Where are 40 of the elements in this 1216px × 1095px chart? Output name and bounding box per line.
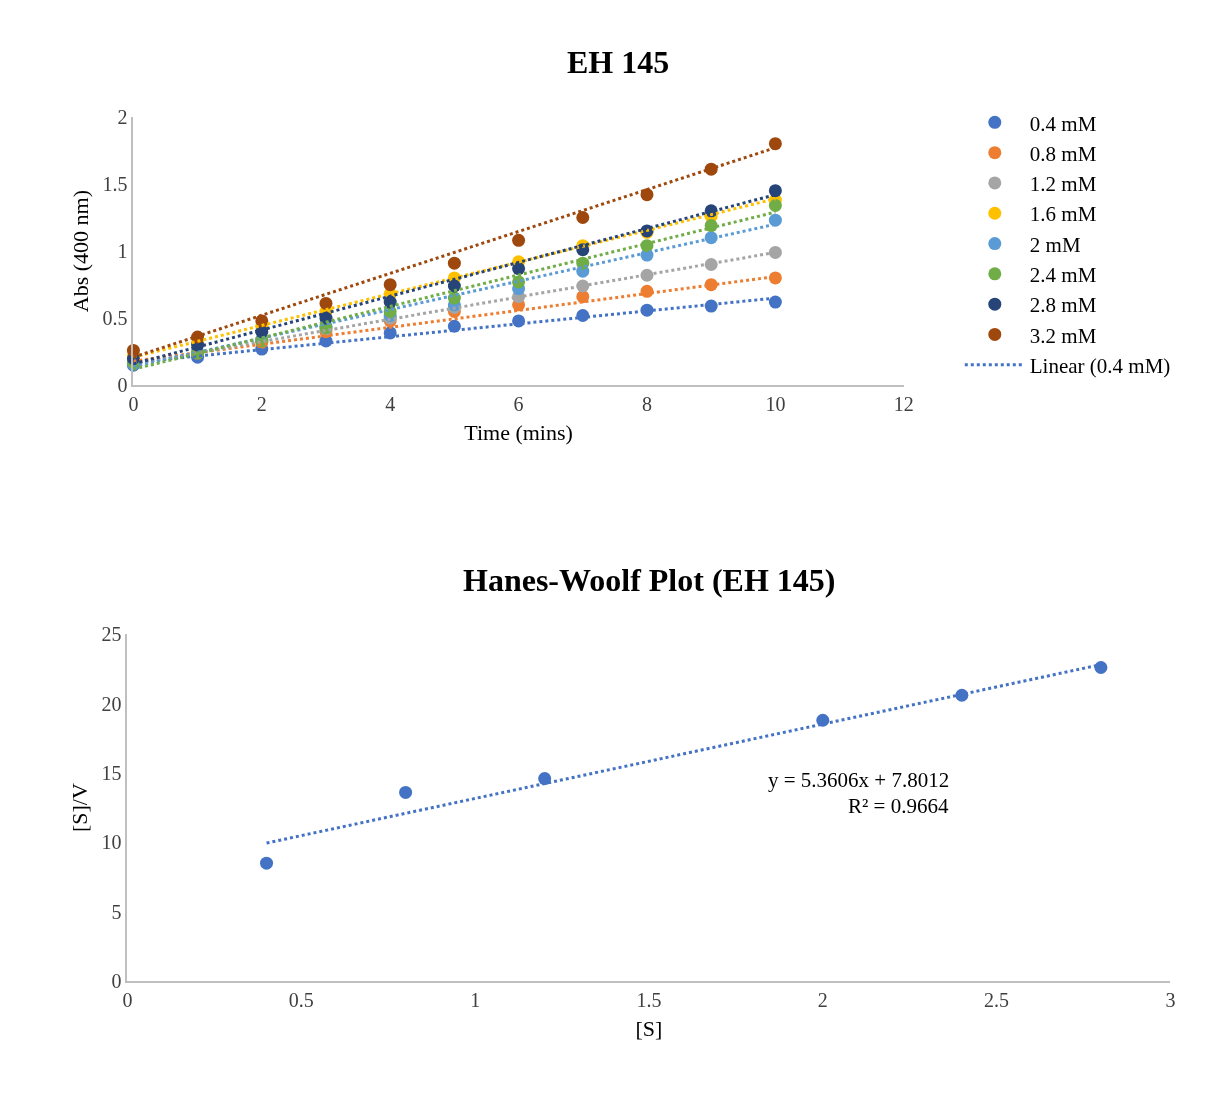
x-tick-label: 2 — [817, 989, 828, 1012]
x-tick-label: 1 — [470, 989, 481, 1012]
y-tick-label: 1.5 — [102, 172, 128, 195]
y-tick-label: 1 — [117, 240, 128, 263]
y-tick-label: 2 — [117, 105, 128, 128]
chart-title: EH 145 — [567, 44, 670, 80]
legend-label: Linear (0.4 mM) — [1029, 353, 1171, 378]
y-tick-label: 0.5 — [102, 307, 128, 330]
y-tick-label: 5 — [111, 900, 122, 923]
x-tick-label: 2.5 — [984, 989, 1010, 1012]
x-axis-title: [S] — [635, 1015, 663, 1041]
y-tick-label: 10 — [101, 831, 122, 854]
legend-label: 2.8 mM — [1029, 293, 1097, 318]
x-tick-label: 3 — [1165, 989, 1176, 1012]
annotation: R² = 0.9664 — [848, 794, 949, 818]
x-tick-label: 10 — [765, 393, 786, 416]
x-tick-label: 4 — [385, 393, 396, 416]
y-tick-label: 0 — [117, 374, 128, 397]
legend-label: 1.6 mM — [1029, 202, 1097, 227]
x-tick-label: 12 — [893, 393, 914, 416]
legend-label: 0.8 mM — [1029, 141, 1097, 166]
y-axis-title: Abs (400 nm) — [67, 189, 93, 313]
annotation: y = 5.3606x + 7.8012 — [768, 768, 950, 792]
x-tick-label: 2 — [256, 393, 267, 416]
chart-title: Hanes-Woolf Plot (EH 145) — [463, 562, 836, 598]
y-tick-label: 25 — [101, 623, 122, 646]
x-tick-label: 1.5 — [636, 989, 662, 1012]
legend-label: 3.2 mM — [1029, 323, 1097, 348]
x-tick-label: 8 — [641, 393, 652, 416]
legend-label: 1.2 mM — [1029, 172, 1097, 197]
x-axis-title: Time (mins) — [464, 419, 573, 445]
legend-label: 2 mM — [1029, 232, 1081, 257]
legend-label: 2.4 mM — [1029, 263, 1097, 288]
y-tick-label: 15 — [101, 761, 122, 784]
x-tick-label: 6 — [513, 393, 524, 416]
legend-label: 0.4 mM — [1029, 111, 1097, 136]
y-tick-label: 0 — [111, 970, 122, 993]
x-tick-label: 0.5 — [288, 989, 314, 1012]
y-tick-label: 20 — [101, 692, 122, 715]
y-axis-title: [S]/V — [66, 783, 92, 833]
